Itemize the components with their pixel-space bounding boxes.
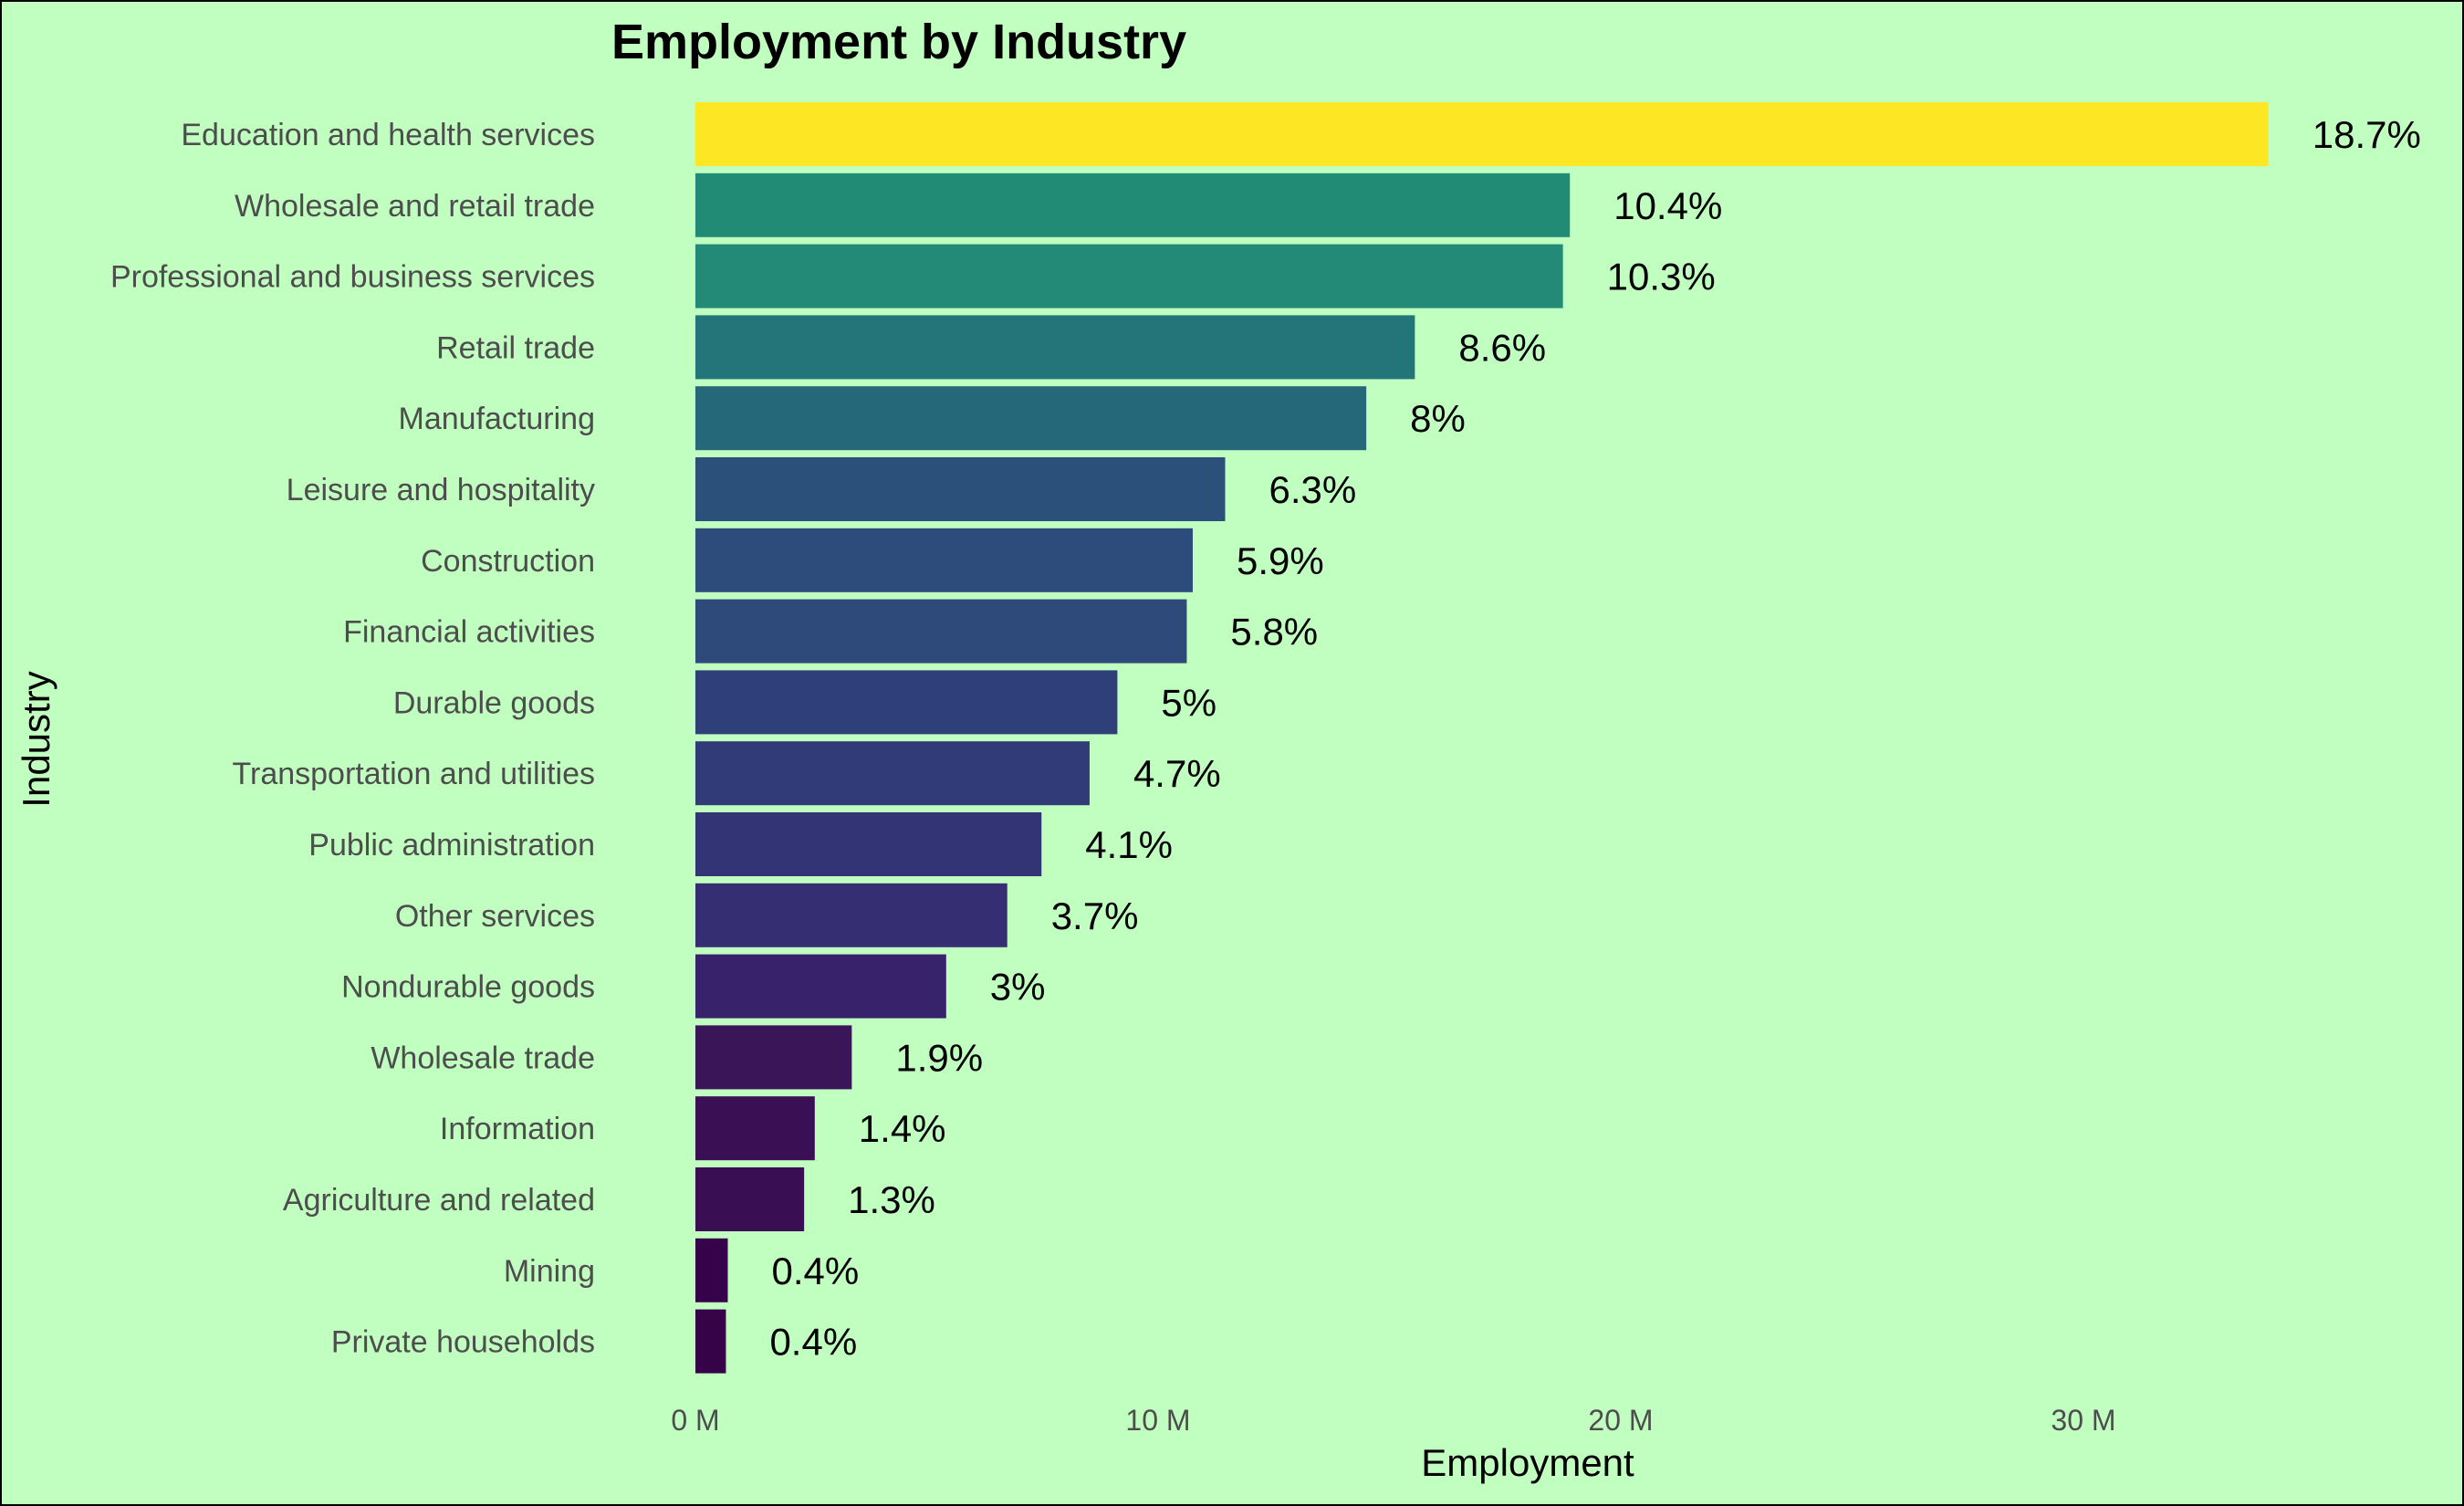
value-label-mining: 0.4% [771, 1250, 859, 1292]
bars [695, 102, 2269, 1374]
category-label-durable-goods: Durable goods [393, 685, 595, 720]
value-label-agriculture-and-related: 1.3% [848, 1178, 935, 1221]
category-label-construction: Construction [421, 544, 595, 579]
category-labels: Education and health services Wholesale a… [110, 118, 595, 1360]
bar-durable-goods [695, 670, 1118, 735]
value-label-retail-trade: 8.6% [1458, 326, 1546, 369]
category-label-manufacturing: Manufacturing [399, 402, 595, 436]
bar-agriculture-and-related [695, 1167, 805, 1231]
bar-transportation-and-utilities [695, 741, 1090, 806]
category-label-agriculture-and-related: Agriculture and related [283, 1183, 595, 1218]
bar-nondurable-goods [695, 954, 946, 1019]
bar-public-administration [695, 812, 1042, 876]
bar-private-households [695, 1309, 726, 1374]
category-label-mining: Mining [504, 1254, 595, 1289]
value-label-professional-and-business-services: 10.3% [1607, 256, 1716, 298]
value-label-public-administration: 4.1% [1085, 823, 1173, 866]
value-label-financial-activities: 5.8% [1230, 611, 1318, 654]
category-label-transportation-and-utilities: Transportation and utilities [232, 757, 595, 791]
bar-manufacturing [695, 386, 1367, 451]
x-axis-title: Employment [1421, 1441, 1634, 1484]
category-label-retail-trade: Retail trade [436, 330, 595, 365]
value-label-leisure-and-hospitality: 6.3% [1269, 468, 1357, 511]
category-label-professional-and-business-services: Professional and business services [110, 260, 595, 295]
bar-education-and-health-services [695, 102, 2269, 166]
category-label-private-households: Private households [331, 1325, 595, 1360]
bar-construction [695, 528, 1194, 592]
category-label-leisure-and-hospitality: Leisure and hospitality [287, 473, 595, 507]
bar-mining [695, 1238, 728, 1302]
value-label-private-households: 0.4% [769, 1321, 857, 1364]
bar-other-services [695, 883, 1008, 947]
category-label-wholesale-trade: Wholesale trade [371, 1041, 595, 1075]
y-axis-title: Industry [15, 671, 57, 807]
category-label-other-services: Other services [395, 899, 595, 934]
value-label-construction: 5.9% [1237, 539, 1324, 582]
chart-title: Employment by Industry [611, 15, 1186, 69]
category-label-financial-activities: Financial activities [343, 615, 595, 650]
bar-information [695, 1096, 815, 1161]
category-label-education-and-health-services: Education and health services [181, 118, 595, 152]
category-label-wholesale-and-retail-trade: Wholesale and retail trade [235, 189, 595, 224]
bar-wholesale-and-retail-trade [695, 173, 1571, 237]
x-tick-label: 0 M [671, 1404, 719, 1437]
x-axis-ticks: 0 M 10 M 20 M 30 M [671, 1404, 2115, 1437]
bar-retail-trade [695, 315, 1415, 380]
bar-professional-and-business-services [695, 244, 1563, 309]
value-label-transportation-and-utilities: 4.7% [1133, 752, 1221, 795]
value-label-wholesale-trade: 1.9% [895, 1036, 983, 1079]
value-label-other-services: 3.7% [1051, 894, 1139, 937]
value-label-information: 1.4% [859, 1107, 946, 1150]
bar-wholesale-trade [695, 1025, 852, 1090]
value-label-nondurable-goods: 3% [990, 966, 1046, 1009]
value-label-durable-goods: 5% [1161, 681, 1216, 724]
value-label-education-and-health-services: 18.7% [2313, 113, 2421, 156]
x-tick-label: 20 M [1588, 1404, 1653, 1437]
category-label-public-administration: Public administration [308, 828, 595, 863]
bar-leisure-and-hospitality [695, 457, 1226, 521]
value-labels: 18.7% 10.4% 10.3% 8.6% 8% 6.3% 5.9% 5.8% 5% 4.7% 4… [769, 113, 2420, 1364]
x-tick-label: 10 M [1125, 1404, 1190, 1437]
category-label-nondurable-goods: Nondurable goods [341, 970, 595, 1005]
x-tick-label: 30 M [2051, 1404, 2115, 1437]
category-label-information: Information [440, 1112, 595, 1146]
value-label-wholesale-and-retail-trade: 10.4% [1613, 184, 1722, 227]
bar-financial-activities [695, 599, 1187, 664]
value-label-manufacturing: 8% [1410, 397, 1466, 440]
